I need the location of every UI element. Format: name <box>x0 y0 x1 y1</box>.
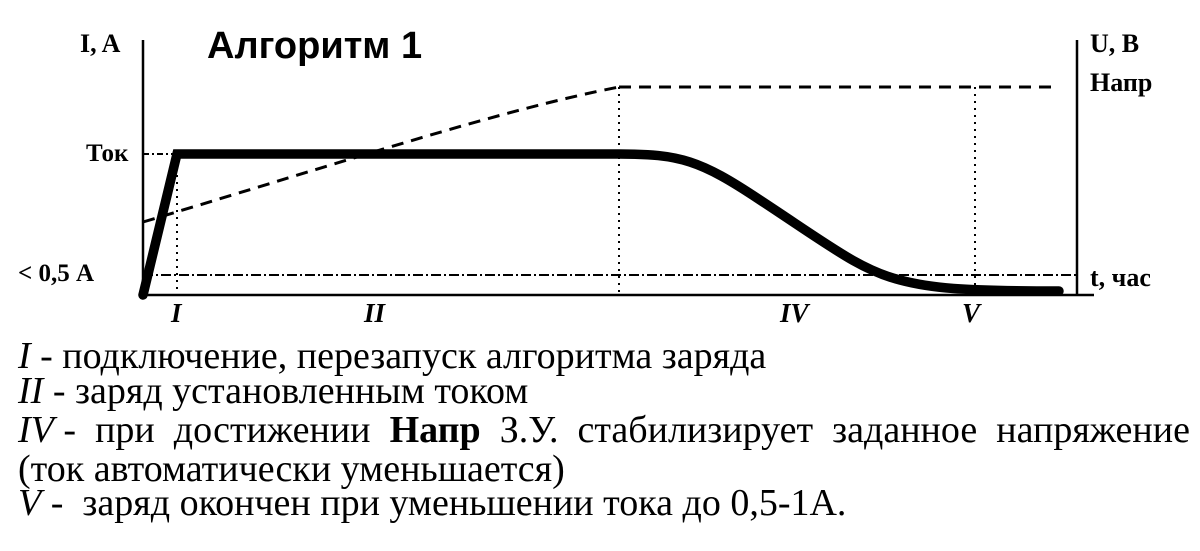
svg-text:U, B: U, B <box>1090 29 1139 58</box>
svg-text:II: II <box>363 298 387 328</box>
svg-text:IV: IV <box>779 298 811 328</box>
svg-text:t, час: t, час <box>1090 263 1151 292</box>
svg-text:I, A: I, A <box>80 29 121 58</box>
svg-text:Напр: Напр <box>1090 68 1152 97</box>
svg-text:I: I <box>170 298 183 328</box>
svg-text:< 0,5 А: < 0,5 А <box>18 260 94 287</box>
svg-text:Ток: Ток <box>86 140 129 167</box>
svg-text:V: V <box>962 298 982 328</box>
svg-text:Алгоритм 1: Алгоритм 1 <box>207 25 422 67</box>
